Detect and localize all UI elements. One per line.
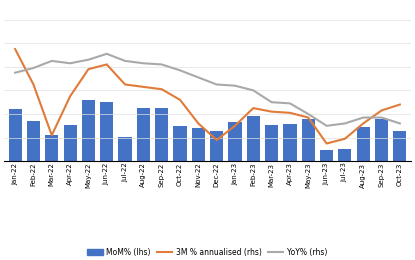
Bar: [338, 149, 352, 161]
Bar: [155, 108, 168, 161]
Bar: [393, 132, 406, 161]
Bar: [118, 137, 132, 161]
Bar: [173, 126, 187, 161]
Bar: [137, 108, 150, 161]
Bar: [228, 122, 242, 161]
Bar: [210, 132, 223, 161]
Bar: [27, 121, 40, 161]
Bar: [265, 125, 278, 161]
Bar: [63, 125, 77, 161]
Bar: [100, 102, 113, 161]
Bar: [302, 119, 315, 161]
Bar: [82, 100, 95, 161]
Bar: [9, 109, 22, 161]
Bar: [320, 150, 333, 161]
Bar: [45, 135, 59, 161]
Bar: [247, 116, 260, 161]
Bar: [283, 124, 297, 161]
Legend: MoM% (lhs), 3M % annualised (rhs), YoY% (rhs): MoM% (lhs), 3M % annualised (rhs), YoY% …: [84, 245, 331, 260]
Bar: [356, 127, 370, 161]
Bar: [192, 128, 205, 161]
Bar: [375, 119, 388, 161]
